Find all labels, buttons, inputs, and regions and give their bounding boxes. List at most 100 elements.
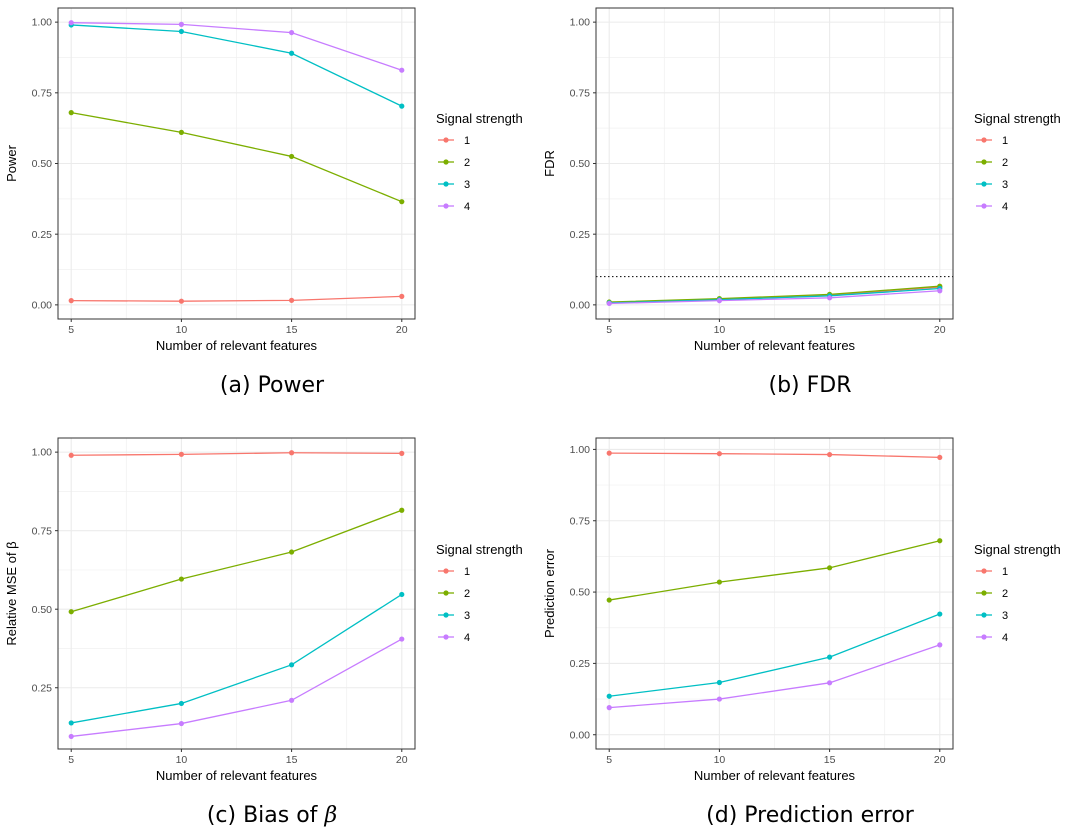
y-tick-label: 0.75 <box>32 525 53 537</box>
data-point-series-4 <box>68 20 74 26</box>
y-tick-label: 1.00 <box>570 444 591 456</box>
data-point-series-4 <box>68 733 74 740</box>
data-point-series-1 <box>68 298 74 304</box>
series-line-2 <box>71 509 403 613</box>
data-point-series-3 <box>606 693 612 699</box>
legend-item-3: 3 <box>976 610 1008 622</box>
x-tick-label: 20 <box>396 754 408 766</box>
data-point-series-1 <box>826 451 833 458</box>
data-point-series-4 <box>826 680 833 686</box>
legend-item-1: 1 <box>976 135 1008 147</box>
panel-caption: (b) FDR <box>768 373 851 398</box>
x-tick-label: 10 <box>714 324 726 336</box>
data-point-series-3 <box>178 700 185 707</box>
legend-item-2: 2 <box>976 588 1008 600</box>
x-tick-label: 20 <box>934 754 946 766</box>
legend-item-3: 3 <box>438 610 470 622</box>
chart-panel-4: 0.00 0.25 0.50 0.75 1.00 5 10 15 20 Number of rel… <box>542 437 1061 828</box>
legend-label: 4 <box>1002 201 1008 213</box>
y-tick-label: 0.50 <box>570 587 591 599</box>
legend-key-point <box>981 590 987 596</box>
y-tick-label: 0.50 <box>32 604 53 616</box>
data-point-series-2 <box>288 153 295 160</box>
data-point-series-1 <box>716 451 723 457</box>
data-point-series-2 <box>68 110 74 116</box>
legend-key-point <box>443 137 449 143</box>
y-tick-label: 0.25 <box>570 658 591 670</box>
data-point-series-4 <box>937 288 943 294</box>
y-tick-label: 0.50 <box>570 158 591 170</box>
y-tick-label: 0.00 <box>570 299 591 311</box>
data-point-series-2 <box>826 565 833 571</box>
x-axis-title: Number of relevant features <box>156 768 318 783</box>
data-point-series-2 <box>178 576 185 582</box>
x-tick-label: 5 <box>606 324 612 336</box>
legend-label: 3 <box>1002 179 1008 191</box>
series-line-2 <box>609 540 940 601</box>
legend-label: 2 <box>1002 157 1008 169</box>
legend-item-1: 1 <box>438 566 470 578</box>
legend-item-2: 2 <box>438 588 470 600</box>
x-tick-label: 15 <box>286 324 298 336</box>
data-point-series-3 <box>178 28 185 35</box>
data-point-series-4 <box>178 720 185 727</box>
data-point-series-1 <box>68 452 74 458</box>
legend-label: 1 <box>1002 135 1008 147</box>
data-point-series-4 <box>826 295 833 301</box>
legend-item-2: 2 <box>438 157 470 169</box>
data-point-series-4 <box>178 21 185 27</box>
y-axis-title: Relative MSE of β <box>4 541 19 645</box>
legend-label: 4 <box>464 201 470 213</box>
data-point-series-2 <box>68 609 74 615</box>
legend-key-point <box>443 634 449 640</box>
y-tick-label: 0.25 <box>32 682 53 694</box>
legend-key-point <box>443 612 449 618</box>
series-line-3 <box>609 287 940 304</box>
data-point-series-1 <box>606 450 612 456</box>
legend-item-2: 2 <box>976 157 1008 169</box>
data-point-series-1 <box>178 298 185 304</box>
legend-label: 4 <box>1002 632 1008 644</box>
x-tick-label: 5 <box>68 324 74 336</box>
data-point-series-3 <box>399 591 405 598</box>
legend-title: Signal strength <box>436 111 523 126</box>
y-axis-title: Prediction error <box>542 548 557 638</box>
legend-key-point <box>981 137 987 143</box>
data-point-series-1 <box>399 450 405 456</box>
panel-caption: (d) Prediction error <box>706 803 915 828</box>
x-tick-label: 20 <box>396 324 408 336</box>
data-point-series-2 <box>606 597 612 603</box>
legend-key-point <box>981 634 987 640</box>
y-tick-label: 1.00 <box>32 447 53 459</box>
data-point-series-2 <box>288 549 295 555</box>
legend: Signal strength 1 2 3 4 <box>974 111 1061 213</box>
chart-panel-3: 0.25 0.50 0.75 1.00 5 10 15 20 Number of relevan… <box>4 437 523 828</box>
x-axis-title: Number of relevant features <box>694 768 856 783</box>
legend-item-1: 1 <box>438 135 470 147</box>
legend-item-3: 3 <box>438 179 470 191</box>
x-tick-label: 10 <box>714 754 726 766</box>
y-tick-label: 0.25 <box>32 229 53 241</box>
x-tick-label: 10 <box>176 324 188 336</box>
data-point-series-4 <box>288 697 295 703</box>
y-tick-label: 1.00 <box>32 17 53 29</box>
legend-label: 3 <box>464 179 470 191</box>
legend-key-point <box>443 590 449 596</box>
data-point-series-2 <box>937 538 943 544</box>
legend: Signal strength 1 2 3 4 <box>436 111 523 213</box>
x-tick-label: 5 <box>606 754 612 766</box>
data-point-series-1 <box>288 297 295 303</box>
y-tick-label: 0.25 <box>570 229 591 241</box>
series-line-4 <box>609 290 940 305</box>
panel-border <box>595 437 954 750</box>
legend-item-3: 3 <box>976 179 1008 191</box>
series-line-4 <box>71 638 403 738</box>
panel-caption: (a) Power <box>220 373 325 398</box>
y-tick-label: 0.75 <box>570 515 591 527</box>
x-tick-label: 15 <box>824 754 836 766</box>
y-axis-title: FDR <box>542 150 557 177</box>
legend-key-point <box>981 159 987 165</box>
data-point-series-1 <box>288 450 295 456</box>
legend-title: Signal strength <box>436 542 523 557</box>
